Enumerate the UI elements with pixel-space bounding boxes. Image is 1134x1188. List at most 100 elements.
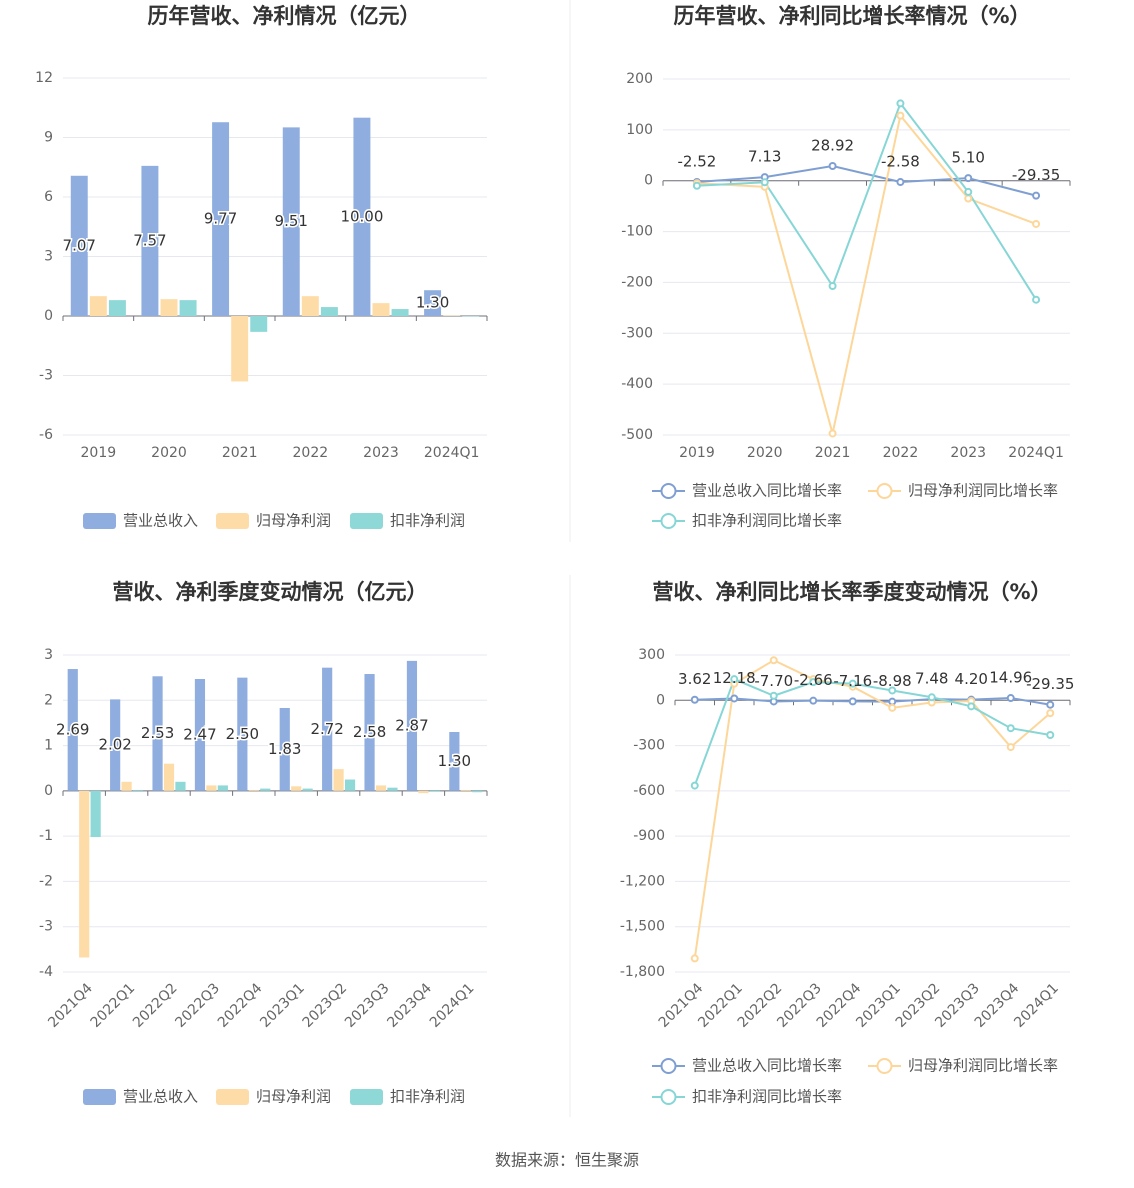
bar (364, 674, 375, 791)
data-label: 7.57 (133, 231, 166, 249)
legend-item[interactable]: 归母净利润 (216, 1088, 331, 1106)
bar (353, 117, 371, 317)
data-label: 1.30 (438, 752, 471, 770)
bar (212, 122, 230, 316)
legend-label: 营业总收入 (123, 1088, 198, 1106)
legend-item[interactable]: 归母净利润 (216, 512, 331, 530)
line (696, 113, 1037, 434)
legend-item[interactable]: 营业总收入同比增长率 (652, 482, 842, 500)
data-label: -29.35 (1026, 675, 1074, 693)
data-label: 1.30 (416, 294, 449, 312)
legend-swatch (876, 1058, 893, 1074)
y-tick-label: -1,500 (620, 919, 665, 935)
x-tick-label: 2022 (883, 445, 919, 461)
line (693, 677, 1051, 786)
bar (282, 127, 300, 316)
point (809, 696, 818, 705)
legend-swatch (660, 1089, 677, 1105)
y-tick-label: -200 (621, 274, 653, 290)
point (692, 181, 701, 190)
x-tick-label: 2022Q3 (172, 980, 223, 1031)
chart-title: 历年营收、净利情况（亿元） (148, 4, 421, 28)
data-label: 2.87 (395, 716, 428, 734)
legend-item[interactable]: 扣非净利润 (350, 512, 465, 530)
bar (333, 769, 344, 791)
data-label: -7.16 (833, 672, 872, 690)
data-label: 2.02 (98, 736, 131, 754)
y-tick-label: 0 (644, 173, 653, 189)
data-label: 7.13 (748, 148, 781, 166)
x-tick-label: 2022Q2 (130, 980, 181, 1031)
legend-item[interactable]: 营业总收入 (83, 512, 198, 530)
data-label: -2.66 (794, 671, 833, 689)
y-tick-label: -300 (621, 325, 653, 341)
bar (179, 300, 197, 316)
y-tick-label: 1 (44, 738, 53, 754)
point (1006, 724, 1015, 733)
y-tick-label: -2 (39, 873, 53, 889)
point (1046, 709, 1055, 718)
point (964, 187, 973, 196)
y-tick-label: 0 (44, 783, 53, 799)
x-tick-label: 2020 (747, 445, 783, 461)
data-label: 2.53 (141, 724, 174, 742)
legend-label: 扣非净利润同比增长率 (692, 1088, 842, 1106)
point (888, 703, 897, 712)
y-tick-label: -400 (621, 376, 653, 392)
x-tick-label: 2024Q1 (427, 980, 478, 1031)
chart-title: 历年营收、净利同比增长率情况（%） (673, 4, 1030, 28)
x-tick-label: 2023Q2 (300, 980, 351, 1031)
legend-item[interactable]: 营业总收入 (83, 1088, 198, 1106)
data-label: 9.51 (275, 212, 308, 230)
data-label: 14.96 (989, 669, 1032, 687)
bar (231, 316, 249, 382)
y-tick-label: -6 (39, 427, 53, 443)
data-label: 10.00 (340, 207, 383, 225)
legend-item[interactable]: 营业总收入同比增长率 (652, 1057, 842, 1075)
chart-title: 营收、净利同比增长率季度变动情况（%） (652, 580, 1051, 604)
data-label: 12.18 (713, 669, 756, 687)
footer: 数据来源：恒生聚源 (495, 1151, 639, 1170)
legend-item[interactable]: 扣非净利润同比增长率 (652, 512, 842, 530)
bar (67, 669, 78, 791)
bar (108, 300, 126, 316)
data-label: 2.58 (353, 723, 386, 741)
point (730, 694, 739, 703)
legend-label: 营业总收入同比增长率 (692, 1057, 842, 1075)
x-tick-label: 2023Q3 (342, 980, 393, 1031)
legend-item[interactable]: 归母净利润同比增长率 (868, 1057, 1058, 1075)
chart-title: 营收、净利季度变动情况（亿元） (113, 580, 428, 604)
y-tick-label: 200 (626, 71, 653, 87)
x-tick-label: 2024Q1 (1008, 445, 1064, 461)
bar (121, 781, 132, 791)
point (967, 702, 976, 711)
legend-label: 归母净利润 (256, 512, 331, 530)
bar (375, 785, 387, 791)
legend-label: 营业总收入 (123, 512, 198, 530)
x-tick-label: 2023Q4 (384, 980, 435, 1031)
legend-label: 扣非净利润 (390, 1088, 465, 1106)
legend-item[interactable]: 扣非净利润同比增长率 (652, 1088, 842, 1106)
bar (344, 779, 356, 791)
bar (175, 781, 186, 791)
bar (237, 677, 248, 791)
y-tick-label: -3 (39, 368, 53, 384)
legend-item[interactable]: 归母净利润同比增长率 (868, 482, 1058, 500)
point (848, 679, 857, 688)
point (828, 429, 837, 438)
y-tick-label: -900 (633, 828, 665, 844)
legend-swatch (876, 483, 893, 499)
point (828, 281, 837, 290)
y-tick-label: 6 (44, 189, 53, 205)
point (828, 162, 837, 171)
data-label: 1.83 (268, 740, 301, 758)
legend-swatch (83, 1089, 116, 1105)
legend-item[interactable]: 扣非净利润 (350, 1088, 465, 1106)
point (896, 99, 905, 108)
data-label: 2.69 (56, 720, 89, 738)
point (809, 678, 818, 687)
data-label: 3.62 (678, 670, 711, 688)
y-tick-label: -4 (39, 964, 53, 980)
line (696, 101, 1037, 301)
